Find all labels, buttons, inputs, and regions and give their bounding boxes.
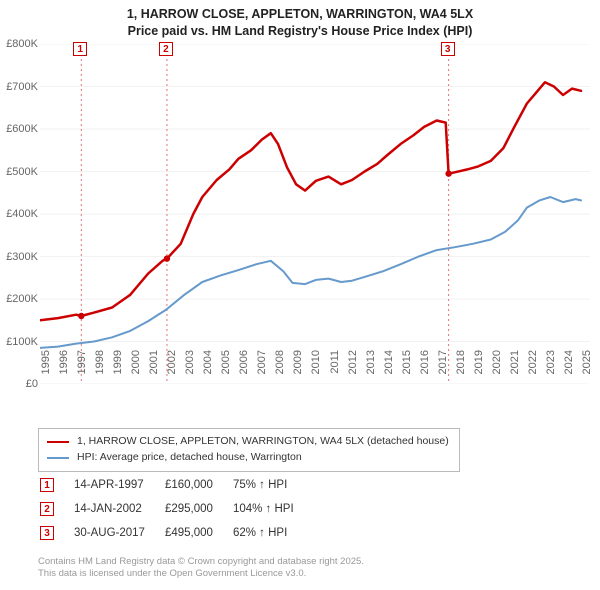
legend-box: 1, HARROW CLOSE, APPLETON, WARRINGTON, W… <box>38 428 460 472</box>
y-tick-label: £200K <box>0 293 38 305</box>
x-tick-label: 1997 <box>76 350 78 390</box>
event-date-1: 14-JAN-2002 <box>74 498 163 520</box>
y-tick-label: £400K <box>0 208 38 220</box>
event-price-2: £495,000 <box>165 522 231 544</box>
x-tick-label: 2014 <box>383 350 385 390</box>
y-tick-label: £300K <box>0 251 38 263</box>
sale-marker-box: 2 <box>159 42 173 56</box>
x-tick-label: 2018 <box>455 350 457 390</box>
event-row-0: 1 14-APR-1997 £160,000 75% ↑ HPI <box>40 474 312 496</box>
title-line-2: Price paid vs. HM Land Registry's House … <box>0 23 600 40</box>
x-tick-label: 2020 <box>491 350 493 390</box>
x-tick-label: 2011 <box>329 350 331 390</box>
x-tick-label: 2007 <box>256 350 258 390</box>
x-tick-label: 2006 <box>238 350 240 390</box>
x-tick-label: 2004 <box>202 350 204 390</box>
event-pct-0: 75% ↑ HPI <box>233 474 312 496</box>
title-line-1: 1, HARROW CLOSE, APPLETON, WARRINGTON, W… <box>0 6 600 23</box>
x-tick-label: 2021 <box>509 350 511 390</box>
x-tick-label: 2012 <box>347 350 349 390</box>
legend-swatch-1 <box>47 457 69 459</box>
x-tick-label: 2005 <box>220 350 222 390</box>
y-tick-label: £700K <box>0 81 38 93</box>
footer-line-2: This data is licensed under the Open Gov… <box>38 568 364 580</box>
event-date-0: 14-APR-1997 <box>74 474 163 496</box>
x-tick-label: 1995 <box>40 350 42 390</box>
x-tick-label: 2015 <box>401 350 403 390</box>
x-tick-label: 2002 <box>166 350 168 390</box>
x-tick-label: 2013 <box>365 350 367 390</box>
y-tick-label: £0 <box>0 378 38 390</box>
event-marker-2: 3 <box>40 526 54 540</box>
legend-swatch-0 <box>47 441 69 443</box>
sale-marker-box: 3 <box>441 42 455 56</box>
x-tick-label: 2022 <box>527 350 529 390</box>
y-tick-label: £800K <box>0 38 38 50</box>
footer-line-1: Contains HM Land Registry data © Crown c… <box>38 556 364 568</box>
y-tick-label: £600K <box>0 123 38 135</box>
sale-events-table: 1 14-APR-1997 £160,000 75% ↑ HPI 2 14-JA… <box>38 472 314 546</box>
event-pct-1: 104% ↑ HPI <box>233 498 312 520</box>
legend-row-0: 1, HARROW CLOSE, APPLETON, WARRINGTON, W… <box>47 434 449 450</box>
x-tick-label: 2017 <box>437 350 439 390</box>
x-tick-label: 2000 <box>130 350 132 390</box>
x-tick-label: 2009 <box>292 350 294 390</box>
x-tick-label: 2024 <box>563 350 565 390</box>
event-row-2: 3 30-AUG-2017 £495,000 62% ↑ HPI <box>40 522 312 544</box>
event-marker-0: 1 <box>40 478 54 492</box>
x-tick-label: 2023 <box>545 350 547 390</box>
event-marker-1: 2 <box>40 502 54 516</box>
title-block: 1, HARROW CLOSE, APPLETON, WARRINGTON, W… <box>0 0 600 42</box>
event-pct-2: 62% ↑ HPI <box>233 522 312 544</box>
chart-container: 1, HARROW CLOSE, APPLETON, WARRINGTON, W… <box>0 0 600 590</box>
event-row-1: 2 14-JAN-2002 £295,000 104% ↑ HPI <box>40 498 312 520</box>
footer-note: Contains HM Land Registry data © Crown c… <box>38 556 364 581</box>
x-tick-label: 2003 <box>184 350 186 390</box>
x-tick-label: 1998 <box>94 350 96 390</box>
legend-label-1: HPI: Average price, detached house, Warr… <box>77 450 302 466</box>
x-tick-label: 2001 <box>148 350 150 390</box>
event-date-2: 30-AUG-2017 <box>74 522 163 544</box>
x-tick-label: 2016 <box>419 350 421 390</box>
x-tick-label: 1996 <box>58 350 60 390</box>
sale-marker-box: 1 <box>73 42 87 56</box>
legend-label-0: 1, HARROW CLOSE, APPLETON, WARRINGTON, W… <box>77 434 449 450</box>
chart-plot-area: £0£100K£200K£300K£400K£500K£600K£700K£80… <box>40 44 590 384</box>
event-price-1: £295,000 <box>165 498 231 520</box>
x-tick-label: 2025 <box>581 350 583 390</box>
event-price-0: £160,000 <box>165 474 231 496</box>
chart-svg <box>40 44 590 384</box>
x-tick-label: 2008 <box>274 350 276 390</box>
x-tick-label: 2010 <box>310 350 312 390</box>
legend-row-1: HPI: Average price, detached house, Warr… <box>47 450 449 466</box>
x-tick-label: 1999 <box>112 350 114 390</box>
x-tick-label: 2019 <box>473 350 475 390</box>
y-tick-label: £100K <box>0 336 38 348</box>
y-tick-label: £500K <box>0 166 38 178</box>
